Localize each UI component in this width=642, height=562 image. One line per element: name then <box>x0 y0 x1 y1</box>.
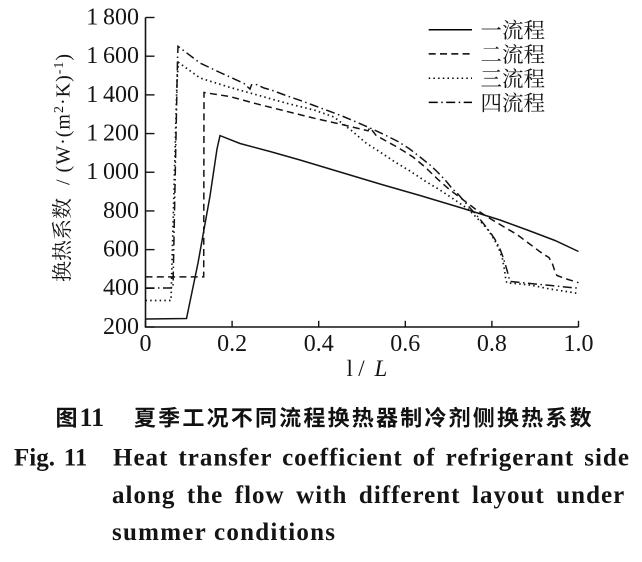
svg-text:/ (W·(m2·K)-1): / (W·(m2·K)-1) <box>52 53 75 185</box>
svg-text:0.2: 0.2 <box>217 331 247 357</box>
svg-text:600: 600 <box>103 237 139 263</box>
svg-text:1 400: 1 400 <box>86 82 139 108</box>
svg-text:Heat transfer coefficient of r: Heat transfer coefficient of refrigerant… <box>113 445 630 472</box>
svg-text:1 600: 1 600 <box>86 43 139 69</box>
svg-text:Fig. 11: Fig. 11 <box>14 445 87 472</box>
svg-text:1.0: 1.0 <box>564 331 594 357</box>
svg-text:0: 0 <box>140 331 152 357</box>
svg-text:200: 200 <box>103 314 139 340</box>
svg-text:800: 800 <box>103 198 139 224</box>
svg-text:l/L: l / L <box>347 356 388 381</box>
svg-text:along the flow with different: along the flow with different layout und… <box>112 482 625 509</box>
svg-text:1 200: 1 200 <box>86 121 139 147</box>
svg-text:0.4: 0.4 <box>304 331 334 357</box>
svg-text:1 800: 1 800 <box>86 4 139 30</box>
svg-text:summer conditions: summer conditions <box>112 519 336 546</box>
svg-text:11: 11 <box>80 403 105 432</box>
svg-text:400: 400 <box>103 275 139 301</box>
svg-text:0.8: 0.8 <box>477 331 507 357</box>
svg-text:0.6: 0.6 <box>390 331 420 357</box>
svg-text:1 000: 1 000 <box>86 159 139 185</box>
